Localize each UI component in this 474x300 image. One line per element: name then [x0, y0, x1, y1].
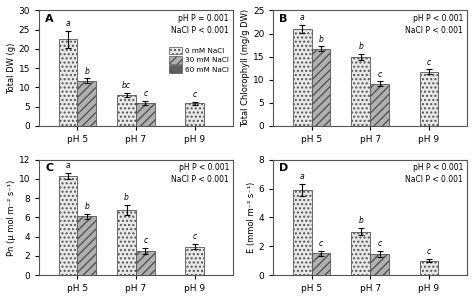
Bar — [419, 72, 438, 126]
Bar — [117, 95, 136, 126]
Text: b: b — [124, 193, 129, 202]
Bar — [59, 176, 77, 275]
Bar — [352, 232, 370, 275]
Text: c: c — [319, 239, 323, 248]
Y-axis label: Pn (μ mol m⁻² s⁻¹): Pn (μ mol m⁻² s⁻¹) — [7, 179, 16, 256]
Bar — [352, 57, 370, 126]
Text: b: b — [84, 67, 89, 76]
Bar — [185, 247, 204, 275]
Y-axis label: Total DW (g): Total DW (g) — [7, 42, 16, 94]
Text: a: a — [66, 161, 70, 170]
Bar — [293, 29, 311, 126]
Text: C: C — [45, 163, 53, 173]
Text: b: b — [358, 216, 363, 225]
Bar — [293, 190, 311, 275]
Text: A: A — [45, 14, 54, 24]
Bar — [77, 81, 96, 126]
Text: D: D — [279, 163, 289, 173]
Text: pH P < 0.001
NaCl P < 0.001: pH P < 0.001 NaCl P < 0.001 — [405, 163, 463, 184]
Bar — [419, 261, 438, 275]
Y-axis label: Total Chlorophyll (mg/g DW): Total Chlorophyll (mg/g DW) — [241, 9, 250, 127]
Bar — [77, 216, 96, 275]
Text: c: c — [143, 236, 147, 245]
Bar — [117, 210, 136, 275]
Text: a: a — [66, 19, 70, 28]
Text: b: b — [84, 202, 89, 211]
Text: c: c — [192, 232, 197, 242]
Text: b: b — [358, 42, 363, 51]
Text: a: a — [300, 13, 304, 22]
Bar — [370, 254, 389, 275]
Text: c: c — [427, 58, 431, 67]
Bar — [311, 49, 330, 126]
Text: bc: bc — [122, 81, 131, 90]
Bar — [136, 251, 155, 275]
Text: c: c — [427, 247, 431, 256]
Bar — [59, 39, 77, 126]
Bar — [185, 103, 204, 126]
Bar — [311, 254, 330, 275]
Text: c: c — [377, 239, 382, 248]
Text: pH P < 0.001
NaCl P < 0.001: pH P < 0.001 NaCl P < 0.001 — [171, 163, 229, 184]
Bar — [370, 84, 389, 126]
Text: pH P = 0.001
NaCl P < 0.001: pH P = 0.001 NaCl P < 0.001 — [171, 14, 229, 35]
Text: b: b — [319, 34, 323, 43]
Y-axis label: E (mmol m⁻² s⁻¹): E (mmol m⁻² s⁻¹) — [247, 182, 256, 253]
Text: c: c — [192, 90, 197, 99]
Text: a: a — [300, 172, 304, 181]
Text: B: B — [279, 14, 288, 24]
Bar — [136, 103, 155, 126]
Text: pH P < 0.001
NaCl P < 0.001: pH P < 0.001 NaCl P < 0.001 — [405, 14, 463, 35]
Text: c: c — [377, 70, 382, 79]
Text: c: c — [143, 89, 147, 98]
Legend: 0 mM NaCl, 30 mM NaCl, 60 mM NaCl: 0 mM NaCl, 30 mM NaCl, 60 mM NaCl — [168, 46, 229, 74]
